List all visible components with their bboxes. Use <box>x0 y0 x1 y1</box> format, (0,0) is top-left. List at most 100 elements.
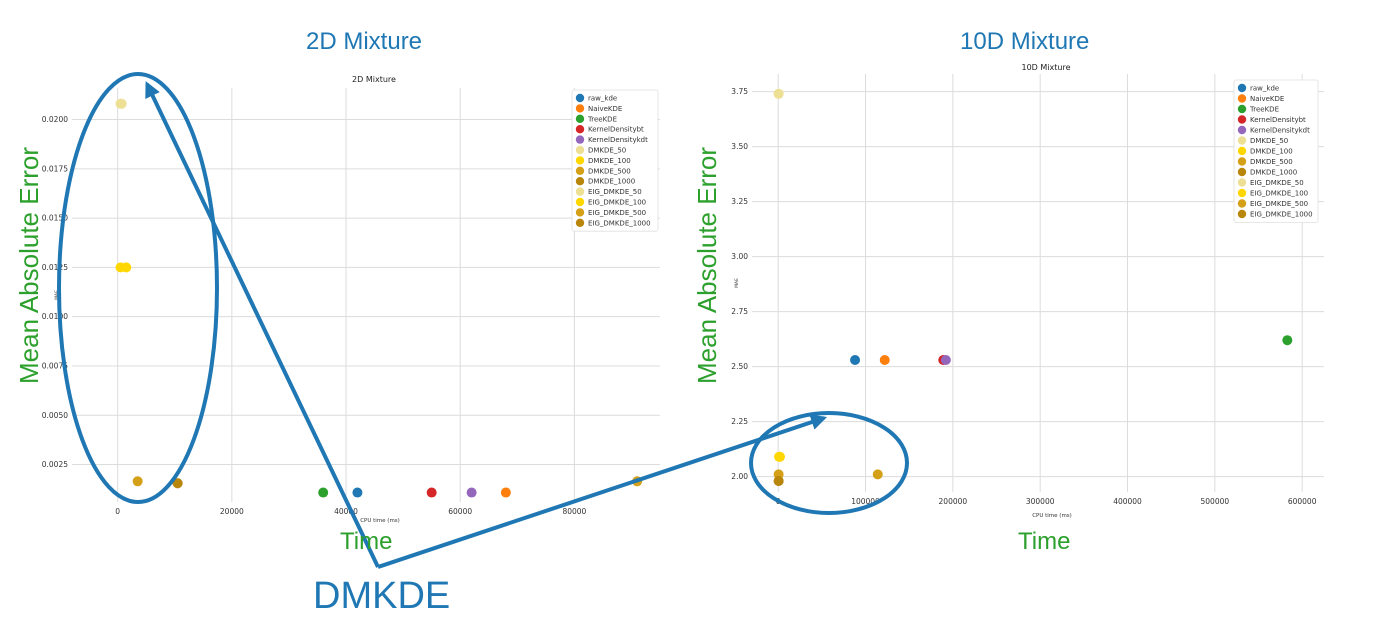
legend-marker <box>1237 188 1247 198</box>
legend-marker <box>1237 167 1247 177</box>
legend-marker <box>1237 83 1247 93</box>
legend-label: NaiveKDE <box>588 105 622 113</box>
legend-marker <box>575 114 585 124</box>
data-point-kerneldensitybt <box>426 487 437 498</box>
legend-marker <box>575 104 585 113</box>
data-point-naivekde <box>500 487 511 498</box>
y-tick-label: 2.50 <box>731 362 748 371</box>
y-tick-label: 0.0050 <box>42 411 68 420</box>
legend-marker <box>1237 146 1247 156</box>
y-tick-label: 2.00 <box>731 472 748 481</box>
x-axis-label: CPU time (ms) <box>1032 513 1072 519</box>
x-tick-label: 300000 <box>1026 497 1055 506</box>
legend-label: EIG_DMKDE_50 <box>1250 179 1304 187</box>
data-point-dmkde-500 <box>132 476 143 487</box>
x-tick-label: 0 <box>115 507 120 516</box>
legend-label: raw_kde <box>588 95 617 103</box>
highlight-ellipse-2d <box>57 72 219 504</box>
y-tick-label: 0.0175 <box>42 164 68 173</box>
x-tick-label: 600000 <box>1288 497 1317 506</box>
chart-title: 10D Mixture <box>1022 63 1071 72</box>
y-tick-label: 0.0075 <box>42 361 68 370</box>
x-tick-label: 20000 <box>220 507 244 516</box>
x-tick-label: 200000 <box>939 497 968 506</box>
annotation-overlay <box>57 72 909 569</box>
legend-marker <box>1237 115 1247 124</box>
x-tick-label: 80000 <box>562 507 586 516</box>
x-tick-label: 60000 <box>448 507 472 516</box>
chart-title: 2D Mixture <box>352 75 396 84</box>
x-tick-label: 400000 <box>1113 497 1142 506</box>
legend-marker <box>1237 199 1247 208</box>
legend-marker <box>575 93 585 103</box>
legend-label: DMKDE_1000 <box>588 178 635 186</box>
legend-marker <box>575 177 585 186</box>
legend-marker <box>1237 209 1247 219</box>
legend-label: TreeKDE <box>1249 106 1279 114</box>
data-point-kerneldensitykdt <box>466 487 477 498</box>
data-point-treekde <box>318 487 329 498</box>
x-tick-label: 40000 <box>334 507 358 516</box>
legend-label: KernelDensitykdt <box>1250 127 1310 135</box>
left-heading: 2D Mixture <box>306 28 423 55</box>
legend-label: NaiveKDE <box>1250 95 1284 103</box>
legend-marker <box>1237 157 1247 166</box>
y-tick-label: 0.0025 <box>42 460 68 469</box>
data-point-eig-dmkde-100 <box>774 451 785 462</box>
legend-marker <box>575 197 585 207</box>
legend-marker <box>1237 94 1247 103</box>
legend-label: DMKDE_50 <box>1250 137 1288 145</box>
y-tick-label: 3.25 <box>731 197 748 206</box>
right-heading: 10D Mixture <box>960 28 1090 55</box>
legend-label: EIG_DMKDE_1000 <box>1250 211 1313 219</box>
dmkde-annotation-label: DMKDE <box>313 575 451 617</box>
data-point-treekde <box>1282 335 1293 346</box>
legend-label: DMKDE_500 <box>588 167 631 175</box>
right-xlabel-overlay: Time <box>1018 528 1071 555</box>
data-point-eig-dmkde-1000 <box>773 476 784 486</box>
data-point-eig-dmkde-500 <box>872 469 883 480</box>
chart-2d-mixture: 0 20000 40000 60000 80000 0.0025 0.0050 0.0075 0… <box>42 75 660 524</box>
legend-box <box>571 89 659 232</box>
right-ylabel-overlay: Mean Absolute Error <box>692 146 722 384</box>
legend-label: EIG_DMKDE_1000 <box>588 219 651 227</box>
legend-label: EIG_DMKDE_500 <box>588 209 646 217</box>
legend-box <box>1233 79 1319 223</box>
x-axis-label: CPU time (ms) <box>360 518 400 524</box>
data-point-naivekde <box>879 355 890 365</box>
legend-marker <box>575 218 585 227</box>
x-tick-label: 100000 <box>851 497 880 506</box>
legend-marker <box>575 125 585 134</box>
legend-label: DMKDE_100 <box>1250 148 1293 156</box>
y-tick-label: 3.50 <box>731 142 748 151</box>
legend-marker <box>1237 136 1247 145</box>
legend-label: DMKDE_500 <box>1250 158 1293 166</box>
legend-label: EIG_DMKDE_50 <box>588 188 642 196</box>
legend-marker <box>1237 178 1247 187</box>
left-xlabel-overlay: Time <box>340 528 393 555</box>
data-point-eig-dmkde-50 <box>116 98 127 109</box>
legend-label: KernelDensitybt <box>1250 116 1306 124</box>
legend-label: EIG_DMKDE_100 <box>1250 190 1308 198</box>
data-point-eig-dmkde-100 <box>121 262 132 273</box>
y-tick-label: 2.75 <box>731 307 748 316</box>
y-tick-label: 3.00 <box>731 252 748 261</box>
data-point-raw-kde <box>352 487 363 498</box>
data-point-eig-dmkde-50 <box>773 88 784 99</box>
arrow-to-2d <box>145 81 380 568</box>
y-tick-label: 0.0150 <box>42 214 68 223</box>
legend-marker <box>575 145 585 155</box>
legend-marker <box>575 208 585 217</box>
legend-label: DMKDE_100 <box>588 157 631 165</box>
chart-10d-mixture: 0 100000 200000 300000 400000 500000 6000002.0… <box>731 63 1324 519</box>
legend-label: KernelDensitybt <box>588 126 644 134</box>
legend-marker <box>575 187 585 196</box>
y-tick-label: 3.75 <box>731 87 748 96</box>
data-point-eig-dmkde-1000 <box>172 478 183 489</box>
legend-marker <box>575 135 585 144</box>
y-tick-label: 0.0100 <box>42 312 68 321</box>
data-point-raw-kde <box>850 355 861 365</box>
legend-marker <box>1237 104 1247 114</box>
